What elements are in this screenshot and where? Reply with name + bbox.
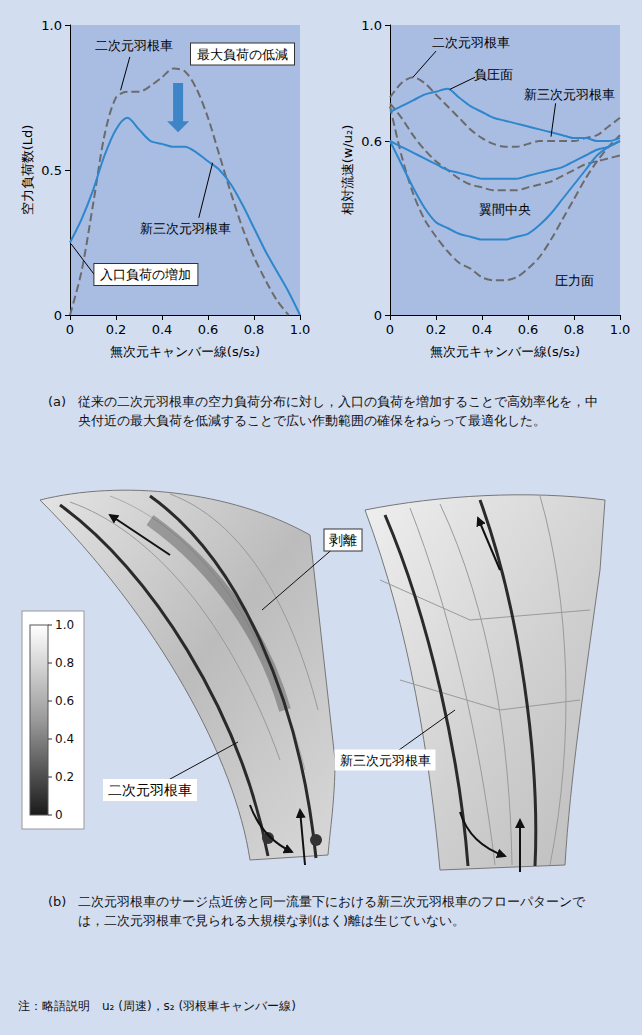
svg-text:剥離: 剥離 <box>329 532 357 548</box>
svg-text:0.4: 0.4 <box>152 322 173 337</box>
svg-text:0: 0 <box>55 808 63 822</box>
svg-text:新三次元羽根車: 新三次元羽根車 <box>524 87 615 102</box>
svg-text:二次元羽根車: 二次元羽根車 <box>108 782 192 798</box>
svg-text:空力負荷数(Ld): 空力負荷数(Ld) <box>20 125 35 216</box>
svg-text:1.0: 1.0 <box>55 618 74 632</box>
html-text:注：略語説明 u₂ (周速)，s₂ (羽根車キャンバー線): 注：略語説明 u₂ (周速)，s₂ (羽根車キャンバー線) <box>18 999 296 1013</box>
svg-text:0.4: 0.4 <box>472 322 493 337</box>
svg-text:0.2: 0.2 <box>55 770 74 784</box>
svg-text:1.0: 1.0 <box>361 18 382 33</box>
svg-text:1.0: 1.0 <box>610 322 631 337</box>
html-text:(a): (a) <box>48 394 67 409</box>
svg-text:0.6: 0.6 <box>198 322 219 337</box>
svg-text:0.6: 0.6 <box>55 694 74 708</box>
svg-text:圧力面: 圧力面 <box>555 273 594 288</box>
svg-text:最大負荷の低減: 最大負荷の低減 <box>197 47 288 62</box>
svg-text:0.8: 0.8 <box>564 322 585 337</box>
svg-text:0.2: 0.2 <box>106 322 127 337</box>
html-text:二次元羽根車のサージ点近傍と同一流量下における新三次元羽根車: 二次元羽根車のサージ点近傍と同一流量下における新三次元羽根車のフローパターンでは… <box>78 894 585 928</box>
svg-text:0: 0 <box>374 308 382 323</box>
svg-text:0: 0 <box>66 322 74 337</box>
svg-text:無次元キャンバー線(s/s₂): 無次元キャンバー線(s/s₂) <box>430 344 580 359</box>
svg-text:0.6: 0.6 <box>361 134 382 149</box>
svg-text:入口負荷の増加: 入口負荷の増加 <box>100 267 191 282</box>
html-text:(b): (b) <box>48 894 67 909</box>
svg-text:0.8: 0.8 <box>244 322 265 337</box>
svg-text:0.4: 0.4 <box>55 732 74 746</box>
svg-text:1.0: 1.0 <box>290 322 311 337</box>
svg-text:0: 0 <box>54 308 62 323</box>
svg-text:二次元羽根車: 二次元羽根車 <box>95 38 173 53</box>
svg-text:翼間中央: 翼間中央 <box>479 202 531 217</box>
svg-text:負圧面: 負圧面 <box>474 67 513 82</box>
svg-text:0.8: 0.8 <box>55 656 74 670</box>
svg-text:0.5: 0.5 <box>41 163 62 178</box>
svg-text:新三次元羽根車: 新三次元羽根車 <box>340 753 431 768</box>
html-text:従来の二次元羽根車の空力負荷分布に対し，入口の負荷を増加する: 従来の二次元羽根車の空力負荷分布に対し，入口の負荷を増加することで高効率化を，中… <box>78 394 598 428</box>
svg-text:0: 0 <box>386 322 394 337</box>
svg-text:新三次元羽根車: 新三次元羽根車 <box>140 221 231 236</box>
svg-text:無次元キャンバー線(s/s₂): 無次元キャンバー線(s/s₂) <box>110 344 260 359</box>
svg-text:1.0: 1.0 <box>41 18 62 33</box>
svg-text:相対流速(w/u₂): 相対流速(w/u₂) <box>340 125 355 216</box>
svg-text:二次元羽根車: 二次元羽根車 <box>432 35 510 50</box>
svg-text:0.2: 0.2 <box>426 322 447 337</box>
svg-text:0.6: 0.6 <box>518 322 539 337</box>
